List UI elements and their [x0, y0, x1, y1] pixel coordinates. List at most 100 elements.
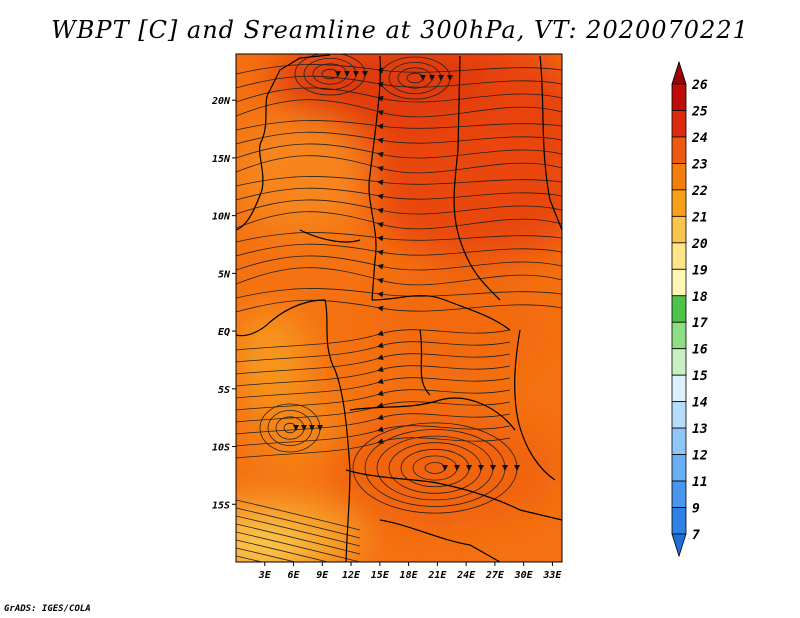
colorbar-label: 16 [692, 343, 708, 358]
colorbar-label: 15 [692, 369, 708, 384]
streamline [275, 416, 307, 440]
streamline [321, 68, 341, 80]
streamline [236, 389, 511, 411]
colorbar-swatch [671, 83, 687, 111]
colorbar-label: 17 [692, 316, 708, 331]
streamline [236, 232, 562, 243]
streamline [236, 499, 361, 531]
country-borders [236, 54, 562, 562]
streamline [412, 455, 460, 481]
colorbar-label: 21 [691, 210, 708, 225]
colorbar-label: 12 [692, 449, 708, 464]
lat-tick-label: 5S [218, 385, 230, 396]
lon-tick-label: 30E [514, 570, 534, 581]
lon-tick-label: 12E [342, 570, 361, 581]
colorbar-swatch [671, 480, 687, 508]
streamline [236, 187, 562, 201]
streamline [236, 401, 511, 423]
colorbar-label: 25 [691, 104, 708, 119]
streamline [259, 403, 323, 453]
colorbar-swatch [671, 507, 687, 535]
streamline [236, 288, 562, 299]
lon-tick-label: 9E [316, 570, 329, 581]
streamline [236, 99, 562, 118]
streamline [236, 299, 562, 313]
lon-tick-label: 21E [427, 570, 447, 581]
streamline [388, 442, 484, 494]
streamline [312, 63, 350, 85]
streamline [236, 539, 330, 562]
streamline [236, 365, 511, 387]
colorbar-swatch [671, 295, 687, 323]
streamline [236, 329, 511, 351]
streamline [236, 413, 511, 435]
streamline [236, 87, 562, 103]
colorbar-label: 7 [692, 528, 700, 543]
streamline [397, 67, 435, 89]
colorbar-swatch [671, 215, 687, 244]
streamline [236, 131, 562, 145]
colorbar-swatch [671, 454, 687, 482]
lat-tick-label: 15S [212, 500, 230, 511]
colorbar-swatch [671, 110, 687, 138]
streamline [283, 422, 299, 434]
streamline [376, 435, 496, 501]
colorbar-swatch [671, 189, 687, 217]
streamline [236, 243, 562, 257]
colorbar-top-arrow [671, 60, 687, 85]
streamline [236, 211, 562, 230]
colorbar-label: 20 [691, 237, 708, 252]
colorbar-swatch [671, 242, 687, 270]
streamline [236, 377, 511, 399]
lon-tick-label: 27E [485, 570, 505, 581]
streamline [236, 143, 562, 159]
colorbar-swatch [671, 163, 687, 191]
streamline [352, 422, 520, 514]
lat-tick-label: EQ [218, 327, 230, 338]
streamline [236, 267, 562, 286]
colorbar-label: 24 [691, 131, 708, 146]
colorbar-swatch [671, 136, 687, 164]
streamline [364, 429, 508, 507]
streamline [267, 410, 315, 446]
lon-tick-label: 18E [400, 570, 419, 581]
colorbar-label: 19 [692, 263, 708, 278]
colorbar-label: 11 [692, 475, 708, 490]
streamline [236, 555, 264, 562]
streamline [388, 62, 444, 94]
streamline [236, 507, 361, 539]
colorbar-label: 9 [692, 502, 700, 517]
colorbar-bottom-arrow [671, 533, 687, 558]
streamline [236, 547, 298, 562]
chart-title: WBPT [C] and Sreamline at 300hPa, VT: 20… [51, 16, 749, 44]
colorbar-swatch [671, 321, 687, 350]
colorbar-swatch [671, 268, 687, 297]
colorbar-swatch [671, 427, 687, 455]
streamline [236, 341, 511, 363]
lat-tick-label: 10N [212, 212, 231, 223]
streamline [379, 56, 453, 100]
lon-tick-label: 15E [371, 570, 390, 581]
colorbar-label: 23 [691, 157, 708, 172]
colorbar-label: 13 [692, 422, 708, 437]
colorbar-swatch [671, 348, 687, 376]
lat-tick-label: 20N [211, 96, 231, 107]
lon-tick-label: 3E [258, 570, 272, 581]
streamline [236, 176, 562, 187]
streamline [236, 199, 562, 215]
streamline [236, 425, 511, 447]
colorbar-swatch [671, 374, 687, 403]
streamline [236, 353, 511, 375]
lat-tick-label: 10S [212, 443, 230, 454]
colorbar-label: 18 [692, 290, 708, 305]
lat-tick-label: 5N [218, 269, 231, 280]
streamline [424, 462, 448, 474]
streamline [400, 448, 472, 488]
lat-tick-label: 15N [212, 154, 231, 165]
map-frame [235, 53, 563, 563]
streamline [236, 120, 562, 131]
streamline [236, 155, 562, 174]
colorbar-label: 14 [692, 396, 708, 411]
streamline [303, 58, 359, 90]
colorbar-label: 22 [691, 184, 708, 199]
